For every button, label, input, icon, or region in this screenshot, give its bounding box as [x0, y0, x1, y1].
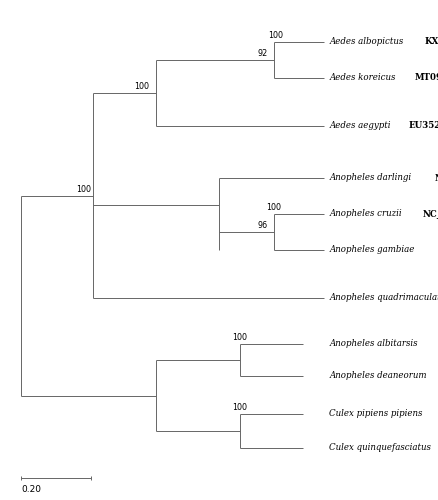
Text: KX383934: KX383934: [424, 38, 438, 46]
Text: MT093832: MT093832: [415, 74, 438, 82]
Text: 100: 100: [233, 403, 247, 412]
Text: Culex pipiens pipiens: Culex pipiens pipiens: [329, 410, 425, 418]
Text: EU352212: EU352212: [409, 122, 438, 130]
Text: NC_024740: NC_024740: [423, 210, 438, 218]
Text: Aedes albopictus: Aedes albopictus: [329, 38, 406, 46]
Text: 96: 96: [257, 221, 267, 230]
Text: Anopheles cruzii: Anopheles cruzii: [329, 210, 405, 218]
Text: Anopheles darlingi: Anopheles darlingi: [329, 174, 414, 182]
Text: Aedes aegypti: Aedes aegypti: [329, 122, 393, 130]
Text: Aedes koreicus: Aedes koreicus: [329, 74, 398, 82]
Text: 100: 100: [76, 184, 91, 194]
Text: 0.20: 0.20: [21, 485, 41, 494]
Text: NC_014275: NC_014275: [434, 174, 438, 182]
Text: 100: 100: [266, 203, 281, 212]
Text: 92: 92: [257, 49, 267, 58]
Text: Culex quinquefasciatus: Culex quinquefasciatus: [329, 444, 434, 452]
Text: Anopheles quadrimaculatus: Anopheles quadrimaculatus: [329, 294, 438, 302]
Text: 100: 100: [268, 31, 283, 40]
Text: Anopheles albitarsis: Anopheles albitarsis: [329, 340, 420, 348]
Text: 100: 100: [233, 333, 247, 342]
Text: Anopheles deaneorum: Anopheles deaneorum: [329, 372, 429, 380]
Text: 100: 100: [134, 82, 150, 91]
Text: Anopheles gambiae: Anopheles gambiae: [329, 246, 417, 254]
